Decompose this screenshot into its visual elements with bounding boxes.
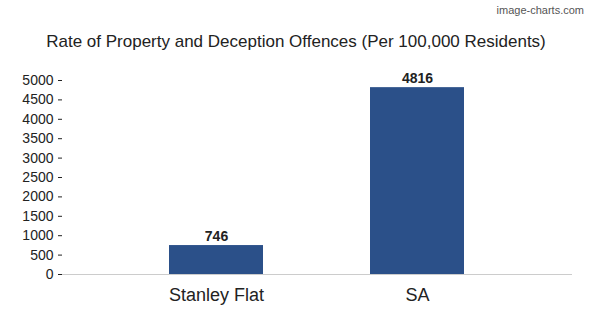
svg-text:SA: SA	[405, 285, 429, 305]
svg-text:3500: 3500	[22, 130, 53, 146]
svg-text:4816: 4816	[402, 70, 433, 86]
html-text:Rate of Property and Deception: Rate of Property and Deception Offences …	[46, 32, 546, 51]
html-text:image-charts.com: image-charts.com	[496, 4, 584, 16]
svg-text:1500: 1500	[22, 208, 53, 224]
svg-text:746: 746	[205, 228, 229, 244]
svg-text:0: 0	[46, 266, 54, 282]
svg-text:3000: 3000	[22, 150, 53, 166]
svg-text:1000: 1000	[22, 227, 53, 243]
svg-text:2000: 2000	[22, 188, 53, 204]
svg-text:Stanley Flat: Stanley Flat	[169, 285, 264, 305]
svg-text:500: 500	[30, 247, 54, 263]
svg-text:5000: 5000	[22, 72, 53, 88]
svg-text:2500: 2500	[22, 169, 53, 185]
svg-text:4500: 4500	[22, 91, 53, 107]
svg-text:4000: 4000	[22, 111, 53, 127]
